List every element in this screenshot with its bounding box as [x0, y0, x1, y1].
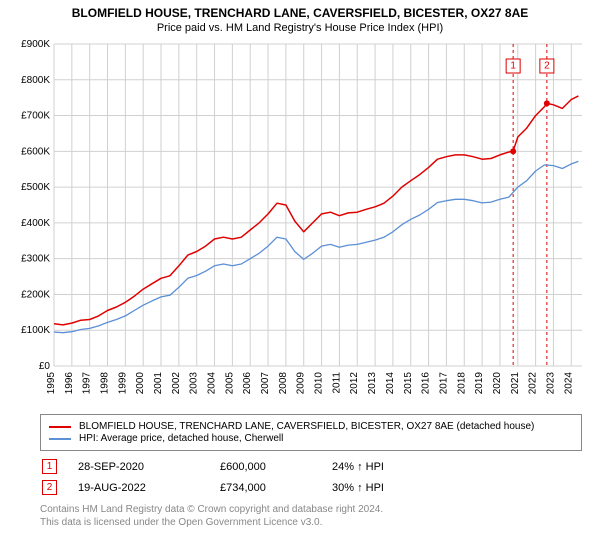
svg-text:£600K: £600K: [21, 146, 50, 157]
svg-text:£0: £0: [39, 361, 51, 372]
chart-title-main: BLOMFIELD HOUSE, TRENCHARD LANE, CAVERSF…: [10, 6, 590, 20]
svg-text:2015: 2015: [403, 372, 414, 395]
marker-date: 19-AUG-2022: [78, 478, 218, 497]
svg-text:2005: 2005: [224, 372, 235, 395]
svg-text:1: 1: [510, 61, 516, 72]
svg-text:2000: 2000: [135, 372, 146, 395]
svg-text:2019: 2019: [474, 372, 485, 395]
svg-text:2022: 2022: [528, 372, 539, 395]
markers-table: 1 28-SEP-2020 £600,000 24% ↑ HPI 2 19-AU…: [40, 455, 444, 499]
attribution-text: Contains HM Land Registry data © Crown c…: [40, 503, 590, 529]
svg-text:1996: 1996: [64, 372, 75, 395]
line-chart: £0 £100K £200K £300K £400K £500K £600K £700K £80…: [10, 38, 590, 408]
legend-swatch: [49, 438, 71, 440]
marker-price: £734,000: [220, 478, 330, 497]
svg-text:2012: 2012: [349, 372, 360, 395]
svg-text:£700K: £700K: [21, 111, 50, 122]
svg-text:£100K: £100K: [21, 325, 50, 336]
marker-price: £600,000: [220, 457, 330, 476]
marker-pct: 30% ↑ HPI: [332, 478, 442, 497]
svg-text:£200K: £200K: [21, 289, 50, 300]
svg-text:2016: 2016: [421, 372, 432, 395]
svg-text:2006: 2006: [242, 372, 253, 395]
svg-text:2020: 2020: [492, 372, 503, 395]
attribution-line: Contains HM Land Registry data © Crown c…: [40, 503, 590, 516]
svg-text:2011: 2011: [331, 372, 342, 394]
svg-text:2024: 2024: [563, 372, 574, 395]
chart-title-sub: Price paid vs. HM Land Registry's House …: [10, 22, 590, 34]
svg-text:2007: 2007: [260, 372, 271, 395]
legend-swatch: [49, 426, 71, 428]
marker-pct: 24% ↑ HPI: [332, 457, 442, 476]
svg-text:2004: 2004: [207, 372, 218, 395]
svg-text:2014: 2014: [385, 372, 396, 395]
svg-text:1995: 1995: [46, 372, 57, 395]
marker-badge: 2: [42, 480, 57, 495]
chart-title-block: BLOMFIELD HOUSE, TRENCHARD LANE, CAVERSF…: [10, 6, 590, 34]
marker-date: 28-SEP-2020: [78, 457, 218, 476]
marker-row: 2 19-AUG-2022 £734,000 30% ↑ HPI: [42, 478, 442, 497]
svg-text:2: 2: [544, 61, 550, 72]
svg-text:2018: 2018: [456, 372, 467, 395]
svg-text:£500K: £500K: [21, 182, 50, 193]
svg-text:2013: 2013: [367, 372, 378, 395]
svg-text:2001: 2001: [153, 372, 164, 395]
svg-text:2008: 2008: [278, 372, 289, 395]
marker-row: 1 28-SEP-2020 £600,000 24% ↑ HPI: [42, 457, 442, 476]
chart-legend: BLOMFIELD HOUSE, TRENCHARD LANE, CAVERSF…: [40, 414, 582, 451]
svg-text:1999: 1999: [117, 372, 128, 395]
svg-text:£400K: £400K: [21, 218, 50, 229]
legend-item: BLOMFIELD HOUSE, TRENCHARD LANE, CAVERSF…: [49, 421, 573, 432]
svg-text:2023: 2023: [545, 372, 556, 395]
svg-text:1997: 1997: [82, 372, 93, 395]
chart-area: £0 £100K £200K £300K £400K £500K £600K £700K £80…: [10, 38, 590, 408]
legend-label: BLOMFIELD HOUSE, TRENCHARD LANE, CAVERSF…: [79, 421, 534, 432]
svg-text:£300K: £300K: [21, 254, 50, 265]
svg-text:£900K: £900K: [21, 39, 50, 50]
svg-text:2021: 2021: [510, 372, 521, 395]
svg-text:£800K: £800K: [21, 75, 50, 86]
legend-item: HPI: Average price, detached house, Cher…: [49, 433, 573, 444]
svg-text:2010: 2010: [314, 372, 325, 395]
legend-label: HPI: Average price, detached house, Cher…: [79, 433, 283, 444]
marker-badge: 1: [42, 459, 57, 474]
svg-text:2017: 2017: [438, 372, 449, 395]
svg-text:1998: 1998: [100, 372, 111, 395]
svg-text:2002: 2002: [171, 372, 182, 395]
attribution-line: This data is licensed under the Open Gov…: [40, 516, 590, 529]
svg-text:2003: 2003: [189, 372, 200, 395]
svg-text:2009: 2009: [296, 372, 307, 395]
